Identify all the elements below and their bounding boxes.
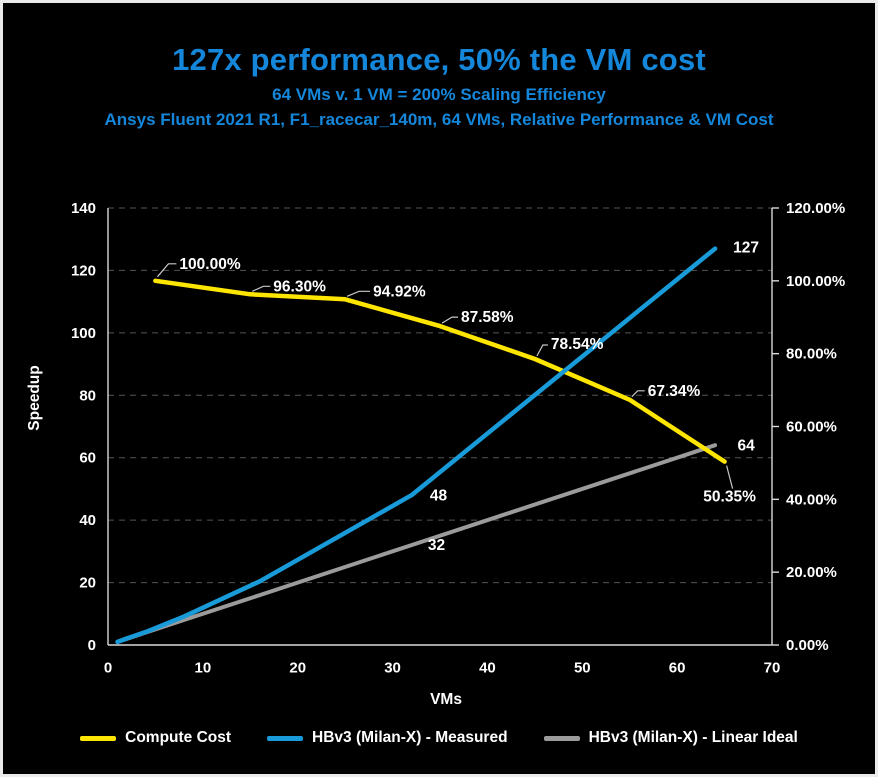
data-label: 48 <box>430 487 448 504</box>
y-left-tick-label: 140 <box>71 200 96 217</box>
legend-item-hbv3-linear-ideal: HBv3 (Milan-X) - Linear Ideal <box>543 729 798 747</box>
data-label: 127 <box>733 240 759 257</box>
y-left-tick-label: 0 <box>88 637 96 654</box>
y-right-tick-label: 40.00% <box>786 491 837 508</box>
data-label-leader <box>726 465 734 489</box>
hbv3-linear-ideal-line-swatch <box>543 735 580 741</box>
chart-header: 127x performance, 50% the VM cost 64 VMs… <box>0 42 878 130</box>
y-right-tick-label: 0.00% <box>786 637 829 654</box>
y-right-tick-label: 100.00% <box>786 273 845 290</box>
x-tick-label: 50 <box>574 659 591 676</box>
y-right-tick-label: 80.00% <box>786 346 837 363</box>
series-line-compute-cost <box>153 278 727 464</box>
legend-label: HBv3 (Milan-X) - Measured <box>312 729 508 746</box>
y-right-tick-label: 120.00% <box>786 200 845 217</box>
y-right-tick-label: 20.00% <box>786 564 837 581</box>
y-right-tick-label: 60.00% <box>786 418 837 435</box>
legend-label: Compute Cost <box>125 729 232 746</box>
data-label: 96.30% <box>273 278 326 295</box>
chart-legend: Compute Cost HBv3 (Milan-X) - Measured H… <box>0 729 878 747</box>
data-label: 50.35% <box>703 489 756 506</box>
x-tick-label: 20 <box>289 659 306 676</box>
x-tick-label: 40 <box>479 659 496 676</box>
data-label: 87.58% <box>461 309 514 326</box>
data-label: 100.00% <box>179 256 240 273</box>
data-label-leader <box>631 390 645 398</box>
data-label-leader <box>252 285 271 292</box>
legend-label: HBv3 (Milan-X) - Linear Ideal <box>588 729 798 746</box>
data-label: 64 <box>737 437 755 454</box>
y-left-tick-label: 100 <box>71 325 96 342</box>
data-label: 67.34% <box>648 383 701 400</box>
chart-description: Ansys Fluent 2021 R1, F1_racecar_140m, 6… <box>104 110 774 129</box>
data-label: 32 <box>428 537 445 554</box>
compute-cost-line-swatch <box>80 735 117 741</box>
series-line-hbv3-milan-x-measured <box>115 246 718 645</box>
legend-item-compute-cost: Compute Cost <box>80 729 231 747</box>
y-left-tick-label: 20 <box>79 575 96 592</box>
data-label: 94.92% <box>373 283 426 300</box>
x-tick-label: 10 <box>195 659 212 676</box>
data-label-leader <box>441 316 458 324</box>
hbv3-measured-line-swatch <box>267 735 304 741</box>
data-label-leader <box>346 290 371 297</box>
y-left-tick-label: 120 <box>71 262 96 279</box>
x-tick-label: 60 <box>669 659 686 676</box>
y-left-tick-label: 60 <box>79 450 96 467</box>
chart-subtitle: 64 VMs v. 1 VM = 200% Scaling Efficiency <box>272 85 606 104</box>
data-label-leader <box>536 344 548 357</box>
series-line-hbv3-milan-x-linear-ideal <box>115 443 718 644</box>
y-left-tick-label: 80 <box>79 387 96 404</box>
y-axis-title: Speedup <box>26 365 43 430</box>
data-label: 78.54% <box>551 336 604 353</box>
x-tick-label: 0 <box>104 659 112 676</box>
x-axis-title: VMs <box>430 691 462 708</box>
chart-title: 127x performance, 50% the VM cost <box>172 42 706 77</box>
data-label-leader <box>156 263 177 278</box>
legend-item-hbv3-measured: HBv3 (Milan-X) - Measured <box>267 729 508 747</box>
x-tick-label: 30 <box>384 659 401 676</box>
y-left-tick-label: 40 <box>79 512 96 529</box>
x-tick-label: 70 <box>764 659 781 676</box>
